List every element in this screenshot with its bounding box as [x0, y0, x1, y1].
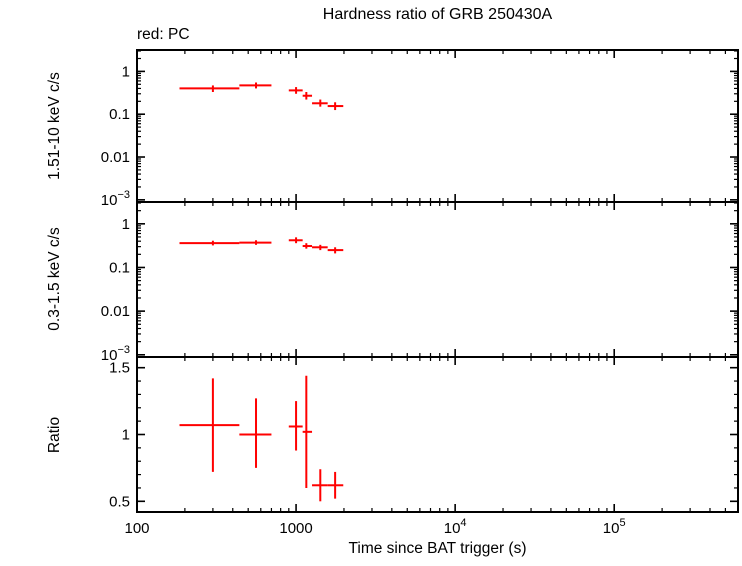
ylabel-hard-band: 1.51-10 keV c/s [46, 72, 63, 180]
legend-pc-label: red: PC [137, 26, 190, 43]
svg-text:0.1: 0.1 [109, 106, 130, 123]
svg-text:104: 104 [444, 517, 467, 537]
xlabel-time: Time since BAT trigger (s) [348, 540, 527, 557]
svg-text:10−3: 10−3 [101, 344, 130, 364]
svg-text:1: 1 [122, 216, 130, 233]
svg-text:1: 1 [122, 63, 130, 80]
svg-text:1: 1 [122, 427, 130, 444]
svg-text:1.5: 1.5 [109, 360, 130, 377]
svg-text:10−3: 10−3 [101, 189, 130, 209]
ylabel-ratio: Ratio [46, 416, 63, 454]
ylabel-soft-band: 0.3-1.5 keV c/s [46, 227, 63, 331]
svg-text:1000: 1000 [279, 520, 312, 537]
chart-title: Hardness ratio of GRB 250430A [322, 6, 553, 23]
svg-text:105: 105 [603, 517, 626, 537]
svg-text:0.1: 0.1 [109, 259, 130, 276]
svg-text:0.5: 0.5 [109, 493, 130, 510]
svg-text:0.01: 0.01 [101, 149, 130, 166]
svg-text:100: 100 [124, 520, 149, 537]
svg-text:0.01: 0.01 [101, 303, 130, 320]
